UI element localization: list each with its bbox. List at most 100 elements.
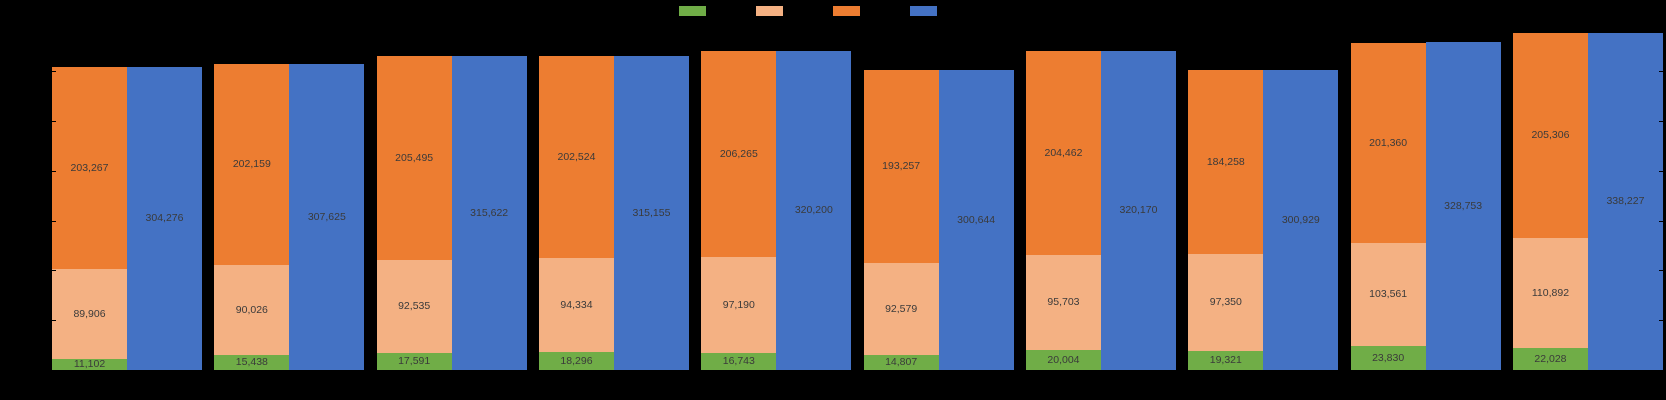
data-label: 23,830 [1372, 351, 1405, 364]
data-label: 315,155 [632, 206, 671, 219]
data-label: 204,462 [1044, 146, 1083, 159]
data-label: 94,334 [560, 298, 593, 311]
stacked-bar-8: 184,258 97,350 19,321 [1188, 70, 1264, 370]
data-label: 193,257 [882, 160, 921, 173]
data-label: 90,026 [235, 303, 268, 316]
y-axis-tick-left [49, 270, 56, 272]
segment-orange: 202,159 [214, 63, 290, 265]
data-label: 11,102 [73, 358, 106, 371]
total-bar-2: 307,625 [289, 63, 365, 370]
bar-group-6: 193,257 92,579 14,807 300,644 [863, 20, 1014, 370]
y-axis-tick-right [1659, 170, 1666, 172]
bar-group-1: 203,267 89,906 11,102 304,276 [52, 20, 202, 370]
bar-group-5: 206,265 97,190 16,743 320,200 [701, 20, 852, 370]
segment-green: 22,028 [1512, 348, 1588, 370]
segment-orange: 193,257 [863, 70, 939, 264]
bar-group-4: 202,524 94,334 18,296 315,155 [538, 20, 689, 370]
segment-green: 15,438 [214, 354, 290, 370]
legend-item-green [679, 6, 756, 16]
data-label: 206,265 [719, 147, 758, 160]
x-axis-line [52, 370, 1663, 371]
segment-green: 14,807 [863, 355, 939, 370]
data-label: 300,929 [1281, 213, 1320, 226]
y-axis-tick-right [1659, 21, 1666, 23]
segment-orange: 205,495 [376, 55, 452, 261]
y-axis-tick-left [49, 170, 56, 172]
legend-swatch-peach [756, 6, 783, 16]
stacked-bar-6: 193,257 92,579 14,807 [863, 70, 939, 370]
y-axis-tick-left [49, 320, 56, 322]
segment-orange: 202,524 [538, 56, 614, 258]
segment-peach: 95,703 [1025, 254, 1101, 351]
y-axis-tick-left [49, 71, 56, 73]
chart-legend [679, 6, 987, 16]
data-label: 89,906 [73, 307, 106, 320]
total-bar-9: 328,753 [1425, 42, 1501, 370]
total-bar-6: 300,644 [938, 70, 1014, 370]
data-label: 20,004 [1047, 353, 1080, 366]
total-bar-10: 338,227 [1587, 33, 1663, 370]
segment-orange: 201,360 [1350, 42, 1426, 244]
y-axis-tick-right [1659, 71, 1666, 73]
data-label: 15,438 [235, 356, 268, 369]
y-axis-tick-left [49, 21, 56, 23]
bar-group-3: 205,495 92,535 17,591 315,622 [376, 20, 527, 370]
data-label: 14,807 [885, 356, 918, 369]
data-label: 184,258 [1206, 155, 1245, 168]
data-label: 19,321 [1209, 354, 1242, 367]
y-axis-tick-left [49, 220, 56, 222]
data-label: 203,267 [70, 161, 109, 174]
bar-group-7: 204,462 95,703 20,004 320,170 [1025, 20, 1176, 370]
data-label: 300,644 [957, 213, 996, 226]
y-axis-tick-left [49, 120, 56, 122]
segment-orange: 203,267 [52, 66, 127, 270]
segment-peach: 97,190 [701, 256, 777, 354]
bar-group-8: 184,258 97,350 19,321 300,929 [1188, 20, 1339, 370]
stacked-bar-5: 206,265 97,190 16,743 [701, 51, 777, 370]
data-label: 97,350 [1209, 295, 1242, 308]
segment-peach: 90,026 [214, 264, 290, 355]
segment-peach: 97,350 [1188, 253, 1264, 351]
y-axis-tick-right [1659, 270, 1666, 272]
data-label: 328,753 [1444, 199, 1483, 212]
data-label: 92,535 [398, 300, 431, 313]
bar-group-2: 202,159 90,026 15,438 307,625 [214, 20, 365, 370]
data-label: 22,028 [1534, 352, 1567, 365]
legend-swatch-orange [833, 6, 860, 16]
y-axis-tick-right [1659, 370, 1666, 371]
stacked-bar-10: 205,306 110,892 22,028 [1512, 33, 1588, 370]
total-bar-8: 300,929 [1263, 70, 1339, 370]
plot-area: 203,267 89,906 11,102 304,276 202,159 90,026 1… [52, 20, 1663, 370]
legend-item-peach [756, 6, 833, 16]
y-axis-tick-right [1659, 220, 1666, 222]
segment-green: 20,004 [1025, 350, 1101, 370]
bar-group-9: 201,360 103,561 23,830 328,753 [1350, 20, 1501, 370]
legend-swatch-green [679, 6, 706, 16]
legend-item-orange [833, 6, 910, 16]
segment-peach: 103,561 [1350, 243, 1426, 347]
segment-peach: 92,535 [376, 260, 452, 353]
data-label: 18,296 [560, 354, 593, 367]
stacked-bar-2: 202,159 90,026 15,438 [214, 63, 290, 370]
y-axis-tick-right [1659, 320, 1666, 322]
data-label: 201,360 [1369, 136, 1408, 149]
data-label: 320,200 [794, 204, 833, 217]
data-label: 205,495 [395, 151, 434, 164]
legend-item-blue [910, 6, 987, 16]
data-label: 17,591 [398, 355, 431, 367]
stacked-bar-1: 203,267 89,906 11,102 [52, 66, 127, 371]
segment-peach: 92,579 [863, 263, 939, 356]
data-label: 103,561 [1369, 288, 1408, 301]
bar-group-10: 205,306 110,892 22,028 338,227 [1512, 20, 1663, 370]
segment-orange: 204,462 [1025, 51, 1101, 255]
total-bar-3: 315,622 [451, 55, 527, 370]
segment-peach: 89,906 [52, 269, 127, 359]
segment-orange: 206,265 [701, 51, 777, 257]
segment-orange: 205,306 [1512, 33, 1588, 238]
data-label: 95,703 [1047, 296, 1080, 309]
data-label: 92,579 [885, 302, 918, 315]
data-label: 304,276 [145, 212, 184, 225]
data-label: 202,159 [232, 157, 271, 170]
total-bar-7: 320,170 [1100, 51, 1176, 370]
